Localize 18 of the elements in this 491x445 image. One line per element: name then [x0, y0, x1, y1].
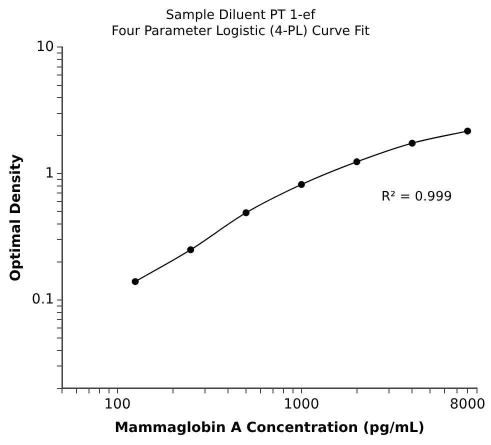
- annotation: R² = 0.999: [381, 190, 452, 205]
- chart-title: Sample Diluent PT 1-ef: [166, 8, 316, 24]
- y-tick-label: 0.1: [32, 292, 54, 308]
- point: [132, 278, 139, 286]
- point: [298, 181, 305, 188]
- point: [464, 128, 472, 135]
- point: [187, 246, 194, 254]
- x-axis-title: Mammaglobin A Concentration (pg/mL): [114, 420, 424, 436]
- y-tick-label: 10: [36, 38, 54, 55]
- x-tick-label: 100: [104, 396, 131, 412]
- x-tick-label: 1000: [284, 396, 320, 412]
- y-tick-label: 1: [45, 165, 54, 182]
- x-tick-label: 8000: [450, 396, 486, 412]
- point: [408, 140, 416, 147]
- point: [353, 158, 360, 166]
- chart-subtitle: Four Parameter Logistic (4-PL) Curve Fit: [111, 24, 370, 39]
- y-axis-title: Optimal Density: [8, 154, 24, 282]
- point: [242, 209, 250, 216]
